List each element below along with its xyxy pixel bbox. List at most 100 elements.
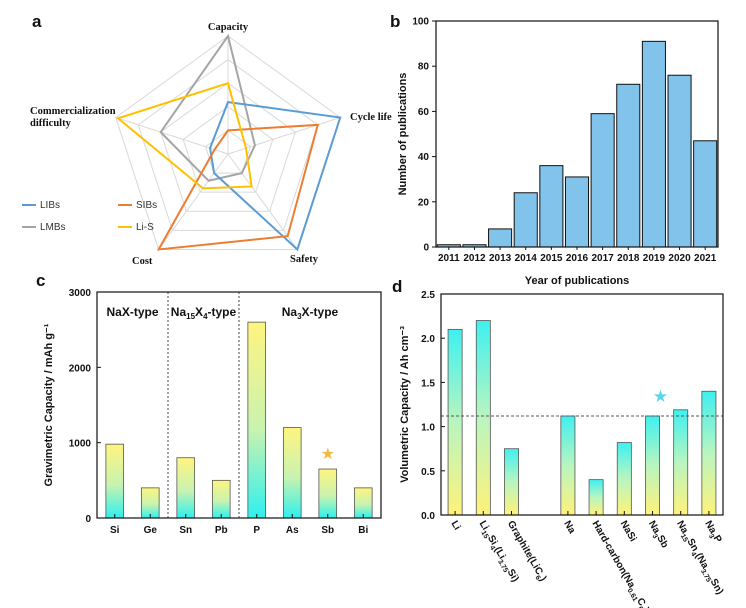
x-tick-label: 2018	[617, 253, 640, 264]
bar-Na3P	[701, 390, 717, 516]
y-tick-label: 60	[418, 107, 430, 118]
bar-2014	[513, 192, 538, 248]
bar-Sn	[176, 457, 196, 519]
bar-2019	[641, 40, 666, 248]
bar-Pb	[211, 479, 231, 519]
x-tick-label: Si	[110, 525, 120, 536]
x-tick-label: Li	[449, 519, 463, 532]
y-tick-label: 2.0	[421, 334, 435, 345]
radar-axis-label: Safety	[290, 254, 319, 265]
legend-label-lmbs: LMBs	[40, 222, 66, 233]
bar-2021	[693, 140, 718, 248]
x-tick-label: 2015	[540, 253, 563, 264]
x-tick-label: As	[286, 525, 299, 536]
x-tick-label: Hard-carbon(Na0.61C6)	[588, 519, 651, 608]
x-tick-label: NaSi	[618, 519, 639, 544]
bar-Li15Si4(Li3.75Si)	[475, 320, 491, 516]
panel-b-letter: b	[390, 12, 400, 31]
bar-Si	[105, 443, 125, 519]
radar-chart: Capacity Cycle life Safety Cost Commercializ…	[22, 22, 392, 267]
y-tick-label: 2.5	[421, 290, 435, 301]
y-axis-title: Number of publications	[397, 73, 409, 196]
bar-P	[247, 321, 267, 519]
bar-Bi	[353, 487, 373, 519]
bar-2017	[590, 113, 615, 248]
region-label: Na3X-type	[282, 305, 339, 321]
bar-Hard-carbon(Na0.61C6)	[588, 479, 604, 516]
y-tick-label: 0.0	[421, 511, 435, 522]
radar-axis-label: Cycle life	[350, 112, 392, 123]
bar-Sb	[318, 468, 338, 519]
radar-series-lmbs	[159, 33, 256, 182]
radar-spoke	[158, 153, 229, 250]
x-tick-label: 2016	[566, 253, 589, 264]
highlight-star-icon: ★	[321, 446, 335, 463]
x-tick-label: Na3Sb	[644, 519, 670, 551]
panel-c-letter: c	[36, 271, 45, 290]
radar-spoke	[227, 153, 298, 250]
y-tick-label: 20	[418, 197, 430, 208]
bar-As	[282, 427, 302, 519]
highlight-star-icon: ★	[653, 387, 668, 406]
legend-label-sibs: SIBs	[136, 200, 157, 211]
x-tick-label: Ge	[144, 525, 158, 536]
x-tick-label: 2021	[694, 253, 717, 264]
bar-Ge	[140, 487, 160, 519]
y-tick-label: 0	[423, 243, 429, 254]
plot-frame	[440, 293, 724, 516]
y-tick-label: 1.0	[421, 423, 435, 434]
radar-grid-ring	[137, 58, 319, 231]
bar-Na15Sn4(Na3.75Sn)	[673, 409, 689, 516]
x-tick-label: Na3P	[701, 519, 724, 546]
bar-Na	[560, 415, 576, 516]
x-tick-label: Bi	[358, 525, 368, 536]
y-axis-title: Gravimetric Capacity / mAh g⁻¹	[43, 323, 55, 486]
plot-frame	[96, 291, 382, 519]
volumetric-bar-chart: Li Li15Si4(Li3.75Si)Graphite(LiC6)Na Hard-…	[399, 290, 725, 608]
x-tick-label: 2014	[515, 253, 538, 264]
legend-label-libs: LIBs	[40, 200, 60, 211]
y-tick-label: 80	[418, 62, 430, 73]
radar-axis-label: Capacity	[208, 22, 249, 33]
y-tick-label: 1.5	[421, 378, 435, 389]
radar-axis-label: Commercialization difficulty	[30, 106, 116, 129]
x-tick-label: 2013	[489, 253, 512, 264]
y-tick-label: 3000	[69, 288, 92, 299]
region-label: NaX-type	[106, 305, 158, 319]
radar-series-li-s	[115, 81, 253, 190]
x-tick-label: 2019	[643, 253, 666, 264]
y-tick-label: 0	[85, 514, 91, 525]
bar-2013	[488, 228, 513, 248]
y-tick-label: 1000	[69, 439, 92, 450]
radar-grid-ring	[115, 35, 341, 250]
x-tick-label: Sb	[321, 525, 334, 536]
y-tick-label: 40	[418, 152, 430, 163]
bar-2018	[616, 83, 641, 248]
bar-2016	[564, 176, 590, 248]
y-tick-label: 0.5	[421, 467, 435, 478]
y-tick-label: 2000	[69, 363, 92, 374]
x-tick-label: Sn	[179, 525, 192, 536]
x-tick-label: Na15Sn4(Na3.75Sn)	[672, 519, 725, 598]
panel-d-letter: d	[392, 277, 402, 296]
x-tick-label: Pb	[215, 525, 228, 536]
radar-axis-label: Cost	[132, 256, 153, 267]
publications-bar-chart: 2011 2012 2013 2014 2015 2016 2017 2018 2019 2020…	[397, 17, 719, 287]
legend-label-li-s: Li-S	[136, 222, 154, 233]
x-tick-label: 2017	[592, 253, 615, 264]
gravimetric-bar-chart: Si Ge Sn Pb P As Sb Bi NaX-type Na15X4-type Na3X-t…	[43, 288, 382, 536]
plot-frame	[435, 20, 719, 248]
panel-a-letter: a	[32, 12, 42, 31]
bar-2020	[667, 74, 692, 248]
radar-spoke	[227, 117, 341, 155]
radar-series-sibs	[156, 123, 320, 251]
x-axis-title: Year of publications	[525, 275, 630, 287]
radar-series-libs	[209, 100, 342, 252]
region-label: Na15X4-type	[171, 305, 237, 321]
bar-NaSi	[616, 442, 632, 516]
x-tick-label: 2012	[463, 253, 486, 264]
bar-2015	[539, 165, 564, 248]
radar-grid-ring	[204, 129, 252, 174]
x-tick-label: 2020	[668, 253, 691, 264]
